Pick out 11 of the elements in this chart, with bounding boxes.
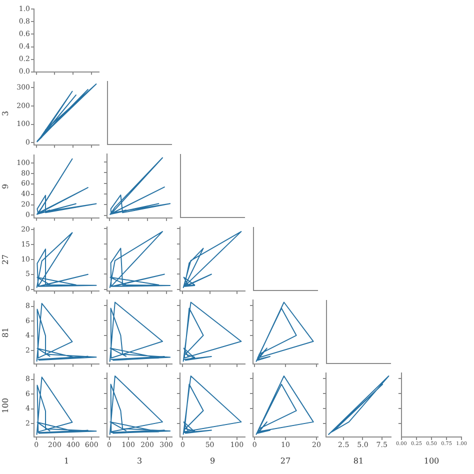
x-axis-title: 1 bbox=[64, 456, 70, 466]
x-axis-title: 81 bbox=[353, 456, 364, 466]
y-axis-title: 27 bbox=[0, 254, 10, 265]
y-axis-title: 3 bbox=[0, 110, 10, 116]
x-axis-title: 3 bbox=[136, 456, 142, 466]
y-axis-title: 81 bbox=[0, 327, 10, 338]
x-axis-title: 9 bbox=[210, 456, 216, 466]
x-axis-title: 100 bbox=[424, 456, 440, 466]
y-axis-title: 9 bbox=[0, 184, 10, 190]
y-axis-title: 100 bbox=[0, 398, 10, 414]
x-axis-title: 27 bbox=[280, 456, 291, 466]
